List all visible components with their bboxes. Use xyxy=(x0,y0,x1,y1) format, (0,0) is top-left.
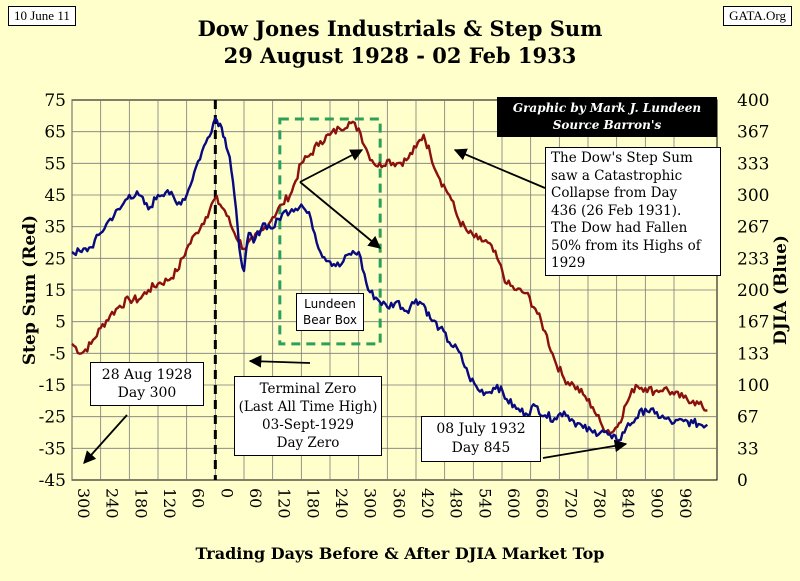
x-tick-label: 480 xyxy=(447,488,466,519)
x-tick-label: 120 xyxy=(160,488,179,519)
y-tick-label-right: 167 xyxy=(737,313,769,333)
y-tick-label-right: 33 xyxy=(737,439,759,459)
x-tick-label: 660 xyxy=(533,488,552,519)
collapse-line-6: 50% from its Highs of xyxy=(551,237,701,254)
collapse-annotation: The Dow's Step Sum saw a Catastrophic Co… xyxy=(545,147,721,276)
terminal-zero-line-4: Day Zero xyxy=(276,435,340,451)
date-tag: 10 June 11 xyxy=(8,6,76,26)
terminal-zero-line-2: (Last All Time High) xyxy=(238,399,378,415)
y-tick-label-right: 300 xyxy=(737,186,769,206)
annotation-arrows xyxy=(83,148,628,464)
y-tick-label-right: 233 xyxy=(737,249,769,269)
y-tick-label-left: 25 xyxy=(44,249,66,269)
collapse-line-2: saw a Catastrophic xyxy=(551,167,683,184)
x-tick-label: 600 xyxy=(504,488,523,519)
start-annotation: 28 Aug 1928 Day 300 xyxy=(90,362,204,406)
y-tick-label-left: 75 xyxy=(44,91,66,111)
credit-line-1: Graphic by Mark J. Lundeen xyxy=(512,101,702,115)
chart-subtitle: 29 August 1928 - 02 Feb 1933 xyxy=(223,43,577,68)
y-tick-label-right: 0 xyxy=(737,471,748,491)
x-tick-label: 420 xyxy=(418,488,437,519)
y-tick-label-left: -45 xyxy=(39,471,66,491)
x-tick-label: 120 xyxy=(275,488,294,519)
chart-title: Dow Jones Industrials & Step Sum xyxy=(197,16,603,41)
collapse-line-7: 1929 xyxy=(551,255,586,271)
x-tick-label: 840 xyxy=(619,488,638,519)
x-tick-label: 60 xyxy=(246,488,265,508)
axis-ticks: 75 400 65 367 55 333 45 300 35 267 25 233 15 200 5 167 -… xyxy=(39,91,770,519)
y-tick-label-left: -15 xyxy=(39,376,66,396)
bear-box-label: Lundeen Bear Box xyxy=(296,293,364,331)
x-tick-label: 900 xyxy=(647,488,666,519)
x-tick-label: 240 xyxy=(332,488,351,519)
x-tick-label: 300 xyxy=(74,488,93,519)
x-tick-label: 300 xyxy=(361,488,380,519)
collapse-line-3: Collapse from Day xyxy=(551,185,678,201)
x-tick-label: 720 xyxy=(561,488,580,519)
y-tick-label-left: 65 xyxy=(44,123,66,143)
x-tick-label: 240 xyxy=(103,488,122,519)
bear-box-line-1: Lundeen xyxy=(304,297,356,311)
x-tick-label: 360 xyxy=(389,488,408,519)
start-line-2: Day 300 xyxy=(117,385,177,401)
y-tick-label-left: 45 xyxy=(44,186,66,206)
low-line-1: 08 July 1932 xyxy=(436,421,526,437)
collapse-line-4: 436 (26 Feb 1931). xyxy=(551,202,682,219)
x-tick-label: 0 xyxy=(217,488,236,498)
x-tick-label: 60 xyxy=(189,488,208,508)
y-tick-label-right: 400 xyxy=(737,91,769,111)
terminal-zero-line-3: 03-Sept-1929 xyxy=(262,417,354,433)
x-axis-label: Trading Days Before & After DJIA Market … xyxy=(195,544,605,563)
low-line-2: Day 845 xyxy=(451,440,511,456)
y-tick-label-right: 100 xyxy=(737,376,769,396)
y-tick-label-right: 267 xyxy=(737,218,769,238)
y-tick-label-left: 15 xyxy=(44,281,66,301)
x-tick-label: 180 xyxy=(303,488,322,519)
x-tick-label: 180 xyxy=(131,488,150,519)
y-tick-label-right: 133 xyxy=(737,344,769,364)
bear-box-line-2: Bear Box xyxy=(302,313,358,327)
x-tick-label: 540 xyxy=(475,488,494,519)
series-group xyxy=(71,116,709,444)
y-axis-label-left: Step Sum (Red) xyxy=(20,214,40,366)
bear-box-outline xyxy=(278,117,382,346)
y-tick-label-left: -5 xyxy=(49,344,66,364)
collapse-line-1: The Dow's Step Sum xyxy=(551,150,693,166)
arrow-to-djia-drop xyxy=(299,181,381,249)
arrow-to-terminal-zero xyxy=(248,355,311,368)
credit-line-2: Source Barron's xyxy=(552,118,662,132)
y-tick-label-left: 35 xyxy=(44,218,66,238)
arrow-to-day-845 xyxy=(542,439,628,459)
y-axis-label-right: DJIA (Blue) xyxy=(771,235,791,345)
arrow-to-step-sum-peak xyxy=(299,149,364,183)
start-line-1: 28 Aug 1928 xyxy=(101,367,193,383)
credit-box: Graphic by Mark J. Lundeen Source Barron… xyxy=(497,97,717,137)
y-tick-label-left: 5 xyxy=(55,313,66,333)
y-tick-label-right: 200 xyxy=(737,281,769,301)
y-tick-label-right: 67 xyxy=(737,408,759,428)
y-tick-label-right: 367 xyxy=(737,123,769,143)
djia-line xyxy=(71,116,709,444)
site-tag: GATA.Org xyxy=(723,6,792,26)
arrow-to-start xyxy=(83,414,128,464)
terminal-zero-annotation: Terminal Zero (Last All Time High) 03-Se… xyxy=(234,376,382,456)
x-tick-label: 780 xyxy=(590,488,609,519)
step-sum-line xyxy=(71,120,708,435)
collapse-line-5: The Dow had Fallen xyxy=(551,220,688,236)
y-tick-label-right: 333 xyxy=(737,154,769,174)
y-tick-label-left: -25 xyxy=(39,408,66,428)
y-tick-label-left: 55 xyxy=(44,154,66,174)
x-tick-label: 960 xyxy=(676,488,695,519)
low-annotation: 08 July 1932 Day 845 xyxy=(421,416,541,462)
y-tick-label-left: -35 xyxy=(39,439,66,459)
arrow-to-day-436 xyxy=(453,148,546,189)
terminal-zero-line-1: Terminal Zero xyxy=(259,381,357,397)
